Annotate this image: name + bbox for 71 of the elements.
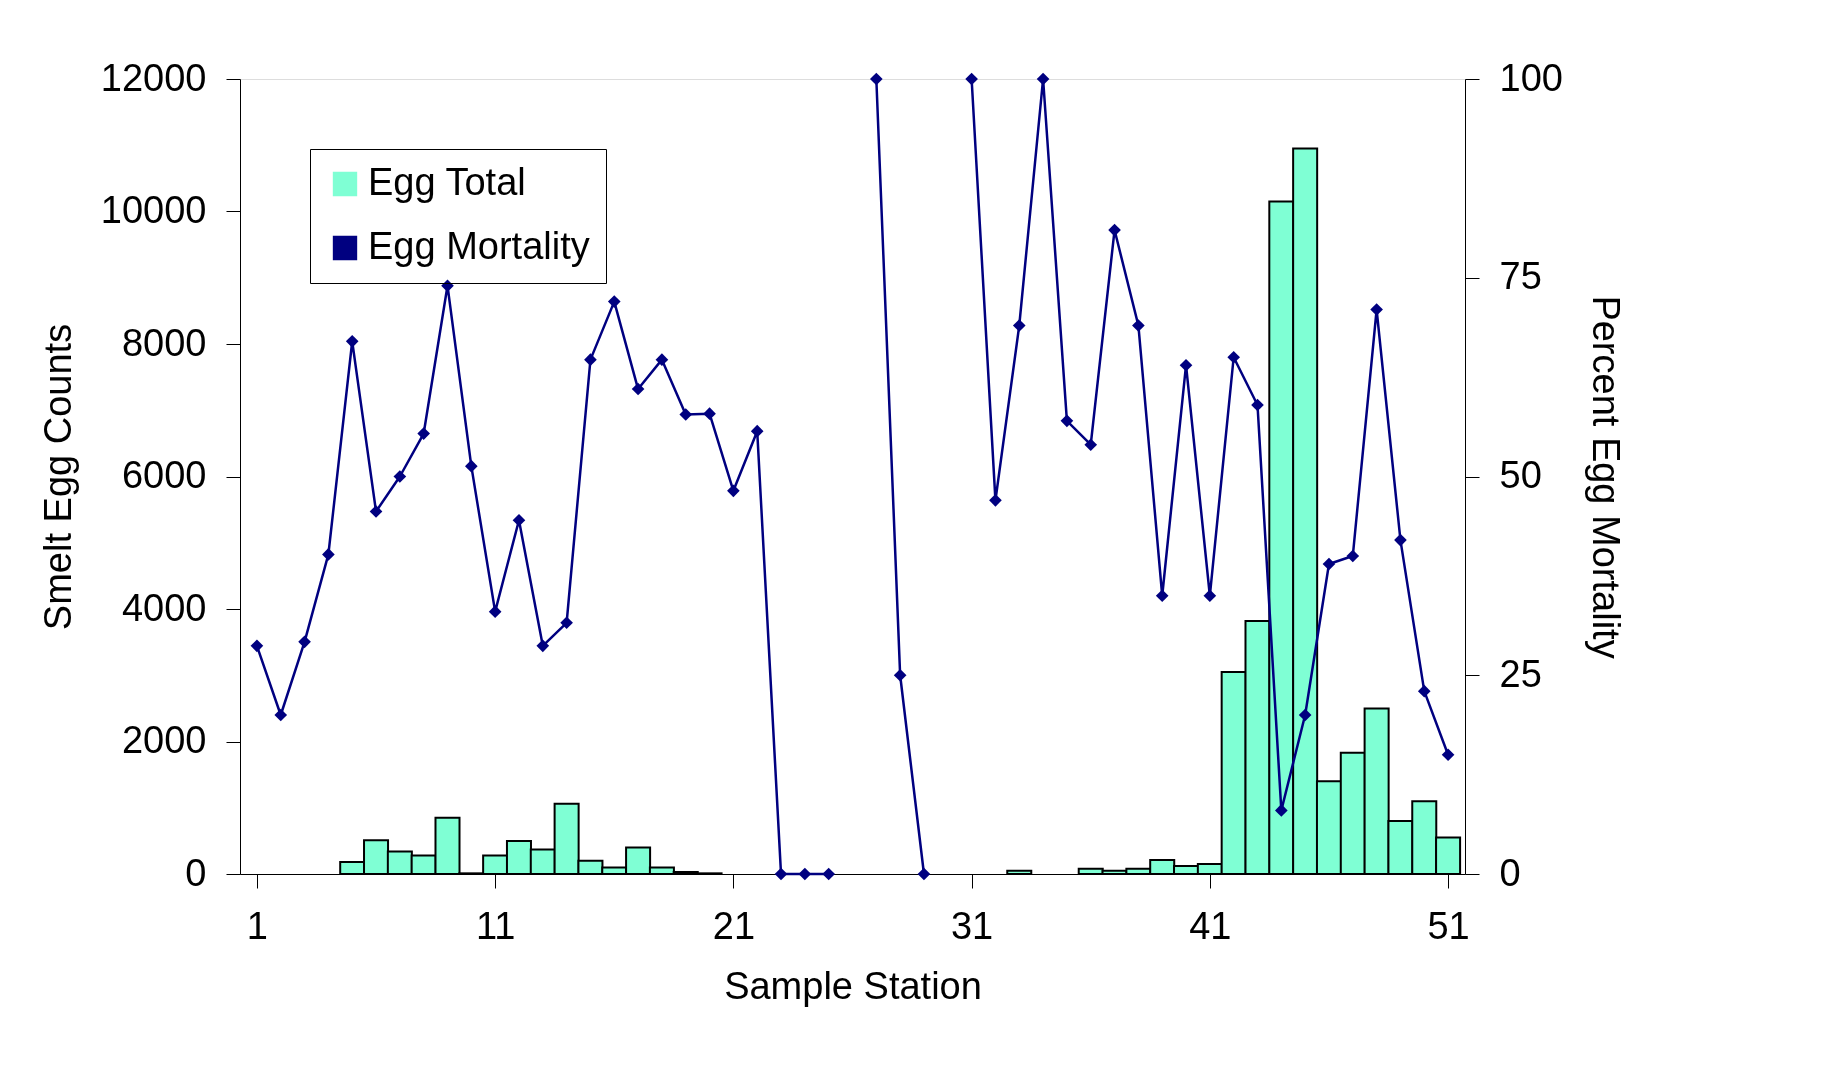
legend-label: Egg Mortality (368, 225, 590, 267)
point (965, 72, 978, 86)
point (1370, 303, 1383, 316)
y-tick-label: 2000 (121, 719, 207, 761)
point (250, 639, 264, 653)
x-tick-label: 1 (246, 904, 268, 947)
point (607, 295, 621, 308)
y-tick-label: 4000 (121, 586, 207, 629)
y-tick-label: 8000 (121, 321, 207, 364)
point (1346, 549, 1360, 563)
y2-tick-label: 0 (1499, 851, 1521, 894)
point (1060, 414, 1074, 428)
point (417, 427, 430, 440)
point (1275, 804, 1288, 817)
point (536, 639, 550, 653)
x-tick-label: 31 (950, 904, 994, 947)
point (1298, 708, 1312, 722)
point (1084, 438, 1098, 452)
x-tick-label: 51 (1427, 904, 1470, 947)
point (512, 513, 526, 527)
y-tick-label: 0 (185, 851, 207, 894)
y-tick-label: 12000 (100, 56, 207, 99)
y2-tick-label: 25 (1499, 652, 1542, 695)
x-tick-label: 21 (712, 904, 756, 947)
point (703, 407, 716, 421)
point (393, 470, 407, 483)
y-tick-label: 10000 (100, 189, 207, 231)
point (655, 353, 669, 366)
point (298, 635, 311, 649)
point (750, 424, 764, 438)
point (917, 867, 931, 881)
point (1108, 223, 1121, 237)
point (369, 505, 383, 518)
y-axis-title: Smelt Egg Counts (36, 323, 79, 631)
y2-tick-label: 75 (1499, 255, 1542, 298)
y2-tick-label: 50 (1499, 454, 1542, 496)
point (1012, 319, 1026, 332)
point (1251, 398, 1264, 412)
point (989, 494, 1002, 507)
point (870, 72, 883, 86)
point (322, 548, 335, 561)
y2-axis-title: Percent Egg Mortality (1584, 295, 1627, 659)
point (1322, 557, 1336, 571)
x-tick-label: 41 (1189, 904, 1232, 947)
point (1036, 72, 1050, 86)
point (1417, 684, 1431, 698)
x-axis-title: Sample Station (724, 964, 982, 1007)
y2-tick-label: 100 (1499, 56, 1563, 99)
point (1203, 589, 1217, 603)
point (274, 708, 288, 722)
point (1132, 319, 1145, 332)
point (1394, 533, 1407, 547)
point (345, 335, 359, 348)
y-tick-label: 6000 (121, 454, 207, 496)
point (584, 353, 597, 366)
point (1179, 358, 1193, 372)
point (631, 382, 645, 396)
point (560, 616, 573, 630)
point (893, 668, 907, 682)
point (822, 867, 835, 881)
point (679, 408, 693, 421)
point (1227, 350, 1240, 364)
x-tick-label: 11 (475, 904, 516, 947)
point (488, 605, 502, 618)
point (727, 484, 740, 498)
legend-label: Egg Total (368, 161, 526, 203)
point (465, 459, 478, 473)
point (774, 867, 788, 881)
point (798, 867, 812, 881)
point (1441, 748, 1455, 762)
point (1155, 589, 1169, 603)
